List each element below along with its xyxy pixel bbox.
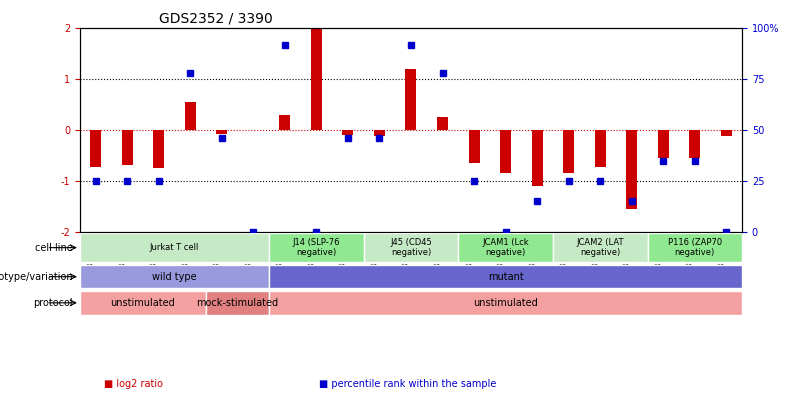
- Bar: [500, 130, 511, 173]
- Bar: [626, 130, 638, 209]
- FancyBboxPatch shape: [80, 265, 269, 288]
- FancyBboxPatch shape: [80, 233, 269, 262]
- FancyBboxPatch shape: [364, 233, 458, 262]
- Text: JCAM2 (LAT
negative): JCAM2 (LAT negative): [576, 238, 624, 257]
- Bar: [405, 69, 417, 130]
- Bar: [595, 130, 606, 166]
- Bar: [279, 115, 290, 130]
- Text: ■ log2 ratio: ■ log2 ratio: [104, 379, 163, 389]
- Text: J45 (CD45
negative): J45 (CD45 negative): [390, 238, 432, 257]
- Text: unstimulated: unstimulated: [110, 298, 176, 308]
- Bar: [311, 28, 322, 130]
- FancyBboxPatch shape: [80, 291, 206, 315]
- Text: mutant: mutant: [488, 272, 523, 282]
- Bar: [216, 130, 227, 134]
- Bar: [342, 130, 354, 135]
- FancyBboxPatch shape: [206, 291, 269, 315]
- Bar: [90, 130, 101, 166]
- Text: genotype/variation: genotype/variation: [0, 272, 73, 282]
- Text: P116 (ZAP70
negative): P116 (ZAP70 negative): [668, 238, 722, 257]
- Text: Jurkat T cell: Jurkat T cell: [150, 243, 200, 252]
- Bar: [721, 130, 732, 136]
- Text: J14 (SLP-76
negative): J14 (SLP-76 negative): [293, 238, 340, 257]
- FancyBboxPatch shape: [458, 233, 553, 262]
- Text: mock-stimulated: mock-stimulated: [196, 298, 279, 308]
- Bar: [689, 130, 701, 158]
- Text: ■ percentile rank within the sample: ■ percentile rank within the sample: [319, 379, 496, 389]
- FancyBboxPatch shape: [269, 265, 742, 288]
- FancyBboxPatch shape: [269, 291, 742, 315]
- Text: JCAM1 (Lck
negative): JCAM1 (Lck negative): [482, 238, 529, 257]
- Bar: [563, 130, 575, 173]
- Text: unstimulated: unstimulated: [473, 298, 538, 308]
- Bar: [184, 102, 196, 130]
- Bar: [121, 130, 132, 164]
- Text: wild type: wild type: [152, 272, 197, 282]
- Bar: [468, 130, 480, 163]
- Bar: [437, 117, 448, 130]
- Bar: [531, 130, 543, 186]
- Text: GDS2352 / 3390: GDS2352 / 3390: [160, 12, 273, 26]
- Text: cell line: cell line: [35, 243, 73, 253]
- Bar: [374, 130, 385, 136]
- FancyBboxPatch shape: [269, 233, 364, 262]
- Bar: [153, 130, 164, 168]
- Bar: [658, 130, 669, 158]
- Text: protocol: protocol: [34, 298, 73, 308]
- FancyBboxPatch shape: [553, 233, 647, 262]
- FancyBboxPatch shape: [647, 233, 742, 262]
